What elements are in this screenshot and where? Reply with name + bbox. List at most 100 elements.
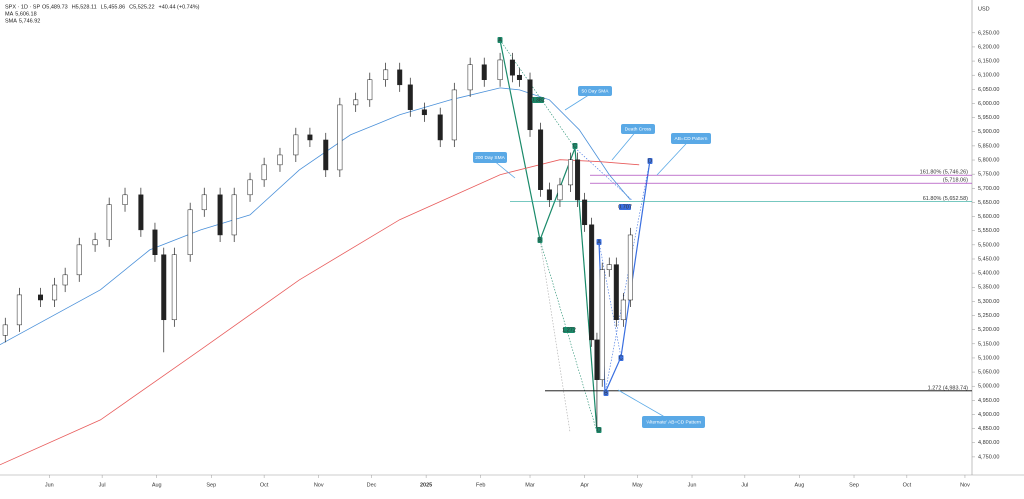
y-tick-label: 5,200.00 <box>978 327 999 333</box>
ohlc-value: C5,525.22 <box>129 4 154 10</box>
x-tick-label: Aug <box>152 482 162 488</box>
candle-body <box>293 134 299 156</box>
legend-value: 5,746.92 <box>19 18 40 24</box>
callout-pointer <box>611 128 639 161</box>
y-tick-label: 5,350.00 <box>978 285 999 291</box>
candle-body <box>52 284 58 301</box>
x-tick-label: Oct <box>260 482 269 488</box>
point-label-box <box>596 427 602 433</box>
candle-body <box>538 129 544 190</box>
y-tick-label: 5,400.00 <box>978 271 999 277</box>
candle-body <box>397 69 403 86</box>
fib-level-label: 61.80% (5,652.58) <box>923 196 968 202</box>
ab-cd-ratios <box>499 39 598 433</box>
projection-line <box>539 239 571 433</box>
y-tick-label: 5,150.00 <box>978 341 999 347</box>
point-label-box <box>618 355 624 361</box>
candle-body <box>2 324 8 336</box>
candle-body <box>261 164 267 181</box>
candle-body <box>599 269 605 380</box>
candle-body <box>152 229 158 255</box>
point-label-box <box>563 327 575 333</box>
candle-body <box>467 64 473 91</box>
point-label: A <box>498 37 502 43</box>
ohlc-value: +40.44 (+0.74%) <box>159 4 200 10</box>
candle-body <box>16 294 22 326</box>
y-tick-label: 6,250.00 <box>978 30 999 36</box>
candle-body <box>92 239 98 246</box>
y-tick-label: 5,550.00 <box>978 228 999 234</box>
y-tick-label: 6,200.00 <box>978 44 999 50</box>
moving-average-line <box>0 87 631 346</box>
y-tick-label: 5,900.00 <box>978 129 999 135</box>
fib-level-label: (5,718.06) <box>943 178 968 184</box>
candle-body <box>516 74 522 80</box>
candle-body <box>606 264 612 270</box>
candle-body <box>247 179 253 196</box>
ohlc-value: O5,489.73 <box>42 4 68 10</box>
fib-level-label: 161.80% (5,746.26) <box>920 170 968 176</box>
y-tick-label: 5,800.00 <box>978 157 999 163</box>
x-tick-label: Sep <box>849 482 859 488</box>
x-tick-label: Jun <box>45 482 54 488</box>
callout-box <box>621 124 655 134</box>
candle-body <box>437 114 443 141</box>
x-tick-label: Jun <box>688 482 697 488</box>
candle-body <box>568 159 574 186</box>
ohlc-value: H5,528.11 <box>72 4 97 10</box>
callout-text: 'Alternate' AB=CD Pattern <box>646 419 701 425</box>
x-tick-label: Jul <box>99 482 106 488</box>
y-tick-label: 6,050.00 <box>978 87 999 93</box>
y-tick-label: 5,050.00 <box>978 370 999 376</box>
legend-value: 5,606.18 <box>15 11 36 17</box>
candle-body <box>201 194 207 211</box>
x-tick-label: Feb <box>476 482 485 488</box>
point-label: C <box>573 143 577 149</box>
callout-box <box>473 152 507 163</box>
projection-line <box>574 147 633 201</box>
candle-body <box>307 134 313 141</box>
candle-body <box>76 244 82 276</box>
y-tick-label: 5,650.00 <box>978 200 999 206</box>
x-tick-label: 2025 <box>420 482 432 488</box>
callout-text: Death Cross <box>625 126 652 132</box>
point-label: 0.707 <box>618 204 632 210</box>
y-tick-label: 5,850.00 <box>978 143 999 149</box>
candle-body <box>337 104 343 171</box>
y-tick-label: 6,000.00 <box>978 101 999 107</box>
candle-body <box>481 64 487 80</box>
callout: 200 Day SMA <box>473 152 516 179</box>
candle-body <box>217 194 223 236</box>
candle-body <box>122 194 128 205</box>
callout: 50 Day SMA <box>564 86 612 111</box>
point-label: D <box>648 158 652 164</box>
y-tick-label: 6,100.00 <box>978 73 999 79</box>
point-label: 1.272 <box>562 327 576 333</box>
candle-body <box>38 294 43 301</box>
candle-body <box>383 69 389 80</box>
point-label: B <box>538 237 542 243</box>
point-label-box <box>603 390 609 396</box>
x-tick-label: Apr <box>580 482 589 488</box>
candle-body <box>353 99 359 106</box>
x-tick-label: Nov <box>960 482 970 488</box>
x-tick-label: Oct <box>903 482 912 488</box>
callout: 'Alternate' AB=CD Pattern <box>617 389 705 428</box>
y-tick-label: 5,500.00 <box>978 242 999 248</box>
candle-body <box>509 59 515 76</box>
point-label-box <box>596 239 602 245</box>
candle-body <box>421 109 427 116</box>
y-tick-label: 5,250.00 <box>978 313 999 319</box>
x-tick-label: Sep <box>206 482 216 488</box>
y-tick-label: 5,000.00 <box>978 384 999 390</box>
callout-box <box>642 416 705 428</box>
point-label: C <box>619 355 623 361</box>
point-label-box <box>537 237 543 243</box>
candle-body <box>557 184 563 201</box>
point-label-box <box>497 37 503 43</box>
candle-body <box>497 59 503 80</box>
callout-text: 200 Day SMA <box>475 155 505 161</box>
x-tick-label: Dec <box>367 482 377 488</box>
